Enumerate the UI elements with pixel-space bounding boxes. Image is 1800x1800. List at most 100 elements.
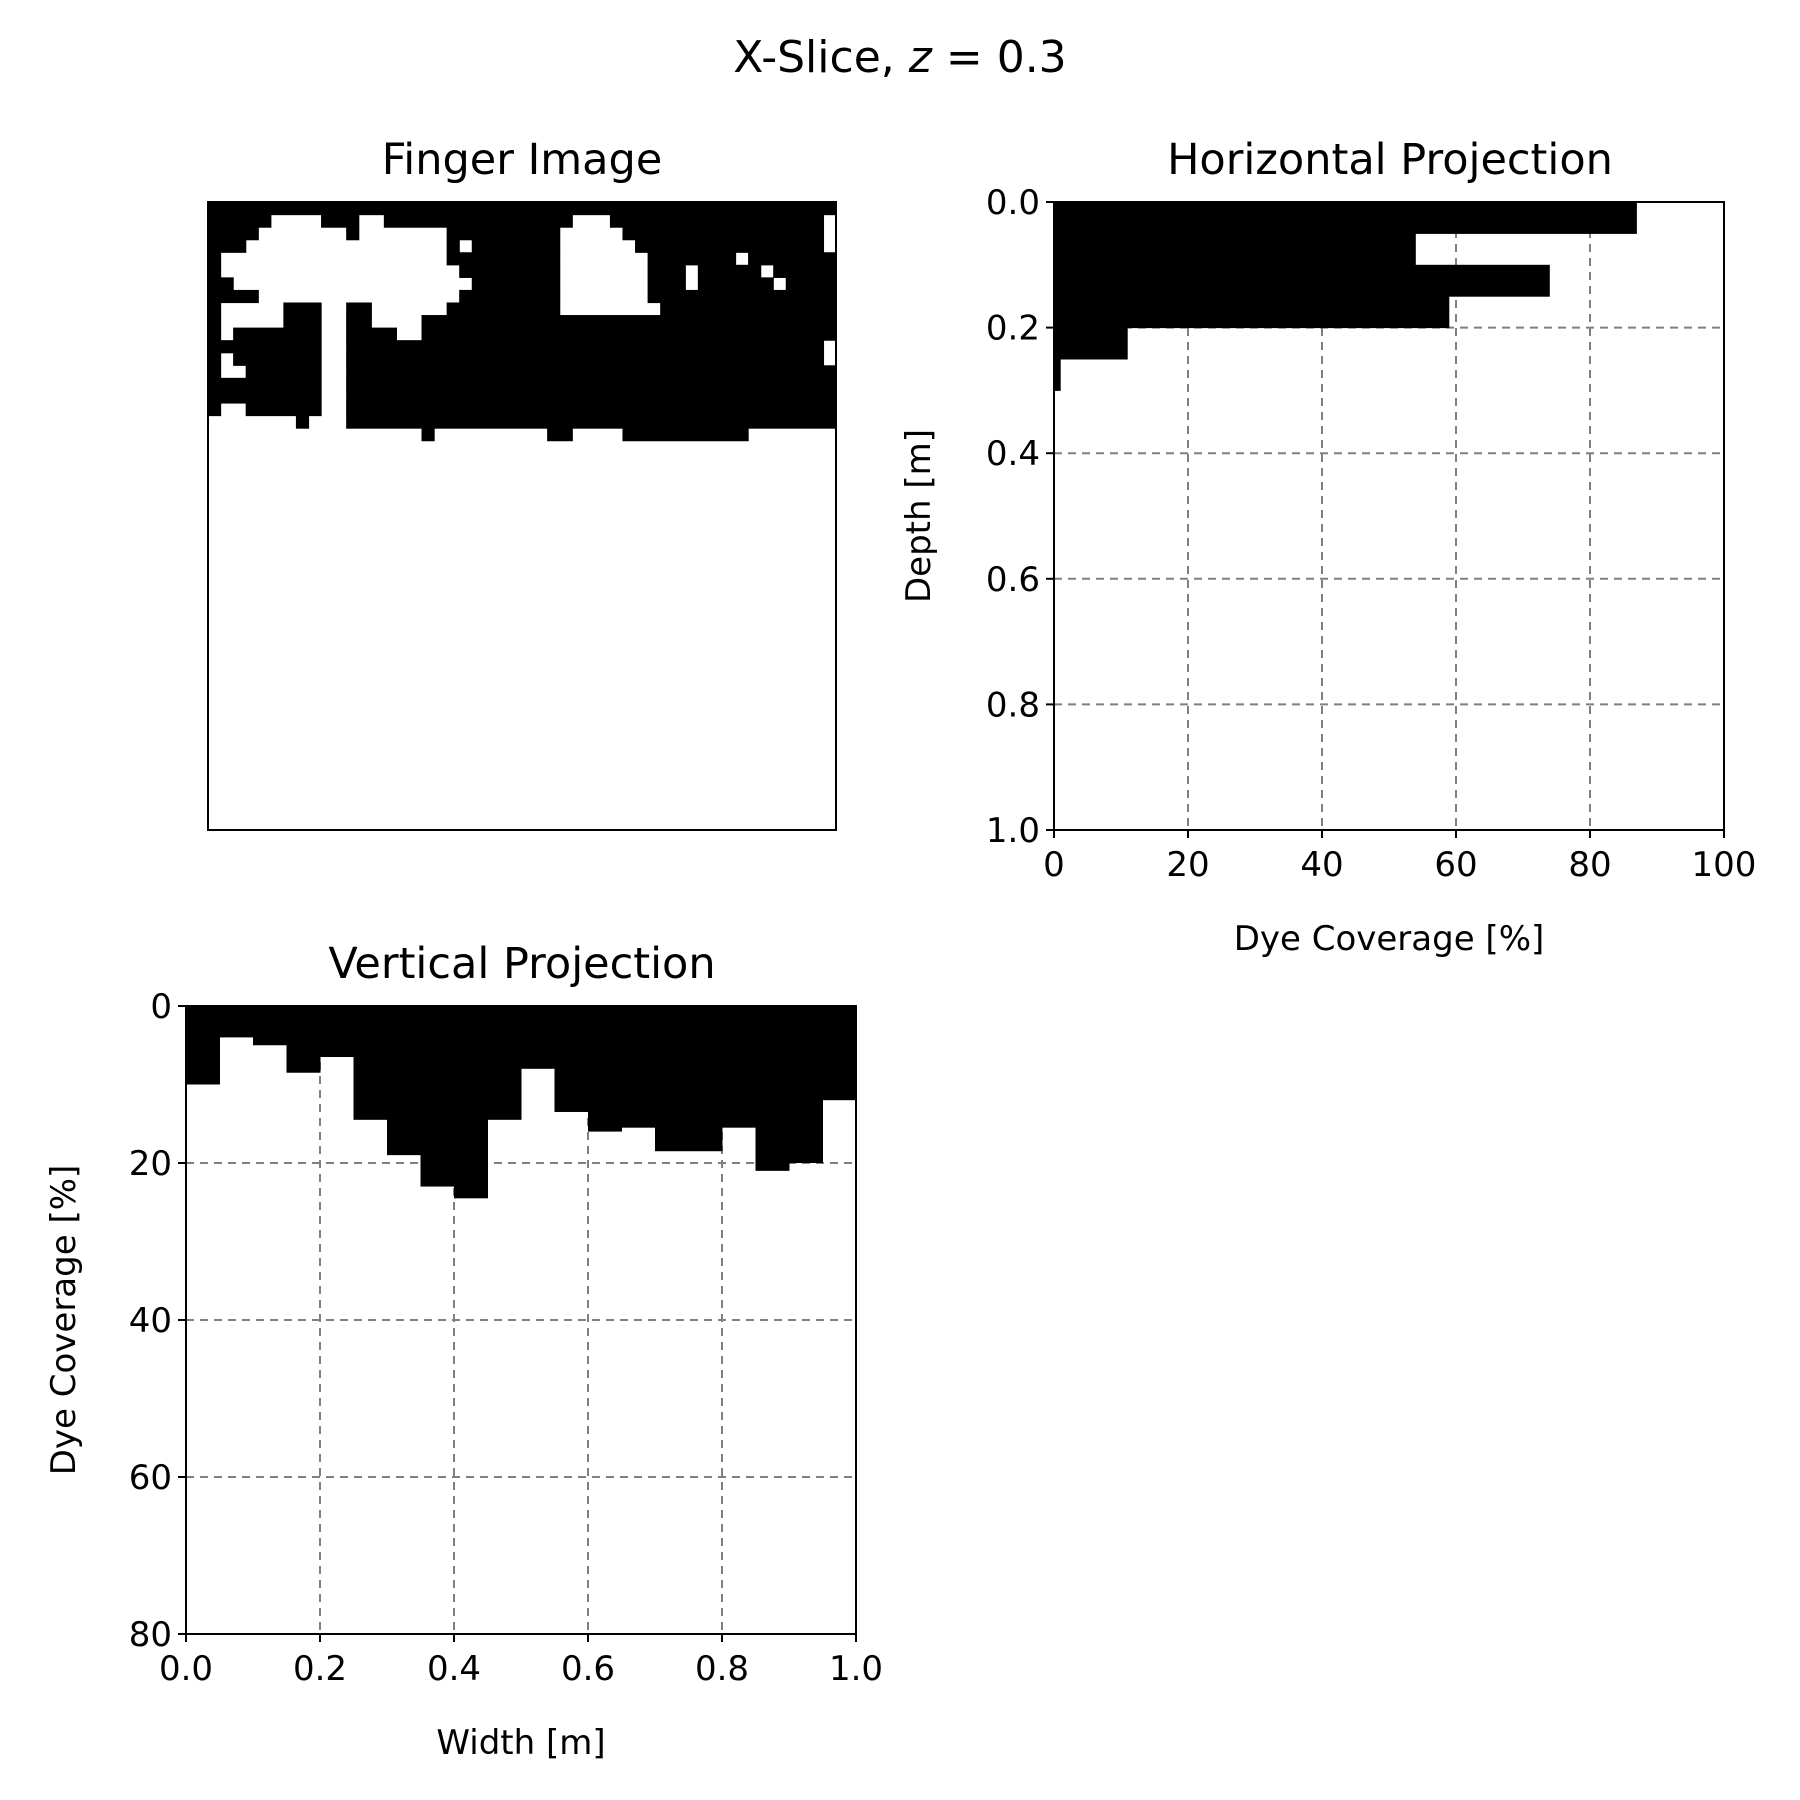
finger-dye-cell <box>346 340 825 354</box>
finger-dye-cell <box>245 365 322 379</box>
finger-dye-cell <box>208 239 247 253</box>
finger-dye-cell <box>609 214 825 228</box>
finger-dye-cell <box>208 214 272 228</box>
hproj-bar <box>1054 327 1128 360</box>
hproj-bar <box>1054 202 1637 234</box>
finger-dye-cell <box>647 252 737 266</box>
horizontal-projection-x-ticks: 0 20 40 60 80 100 <box>1043 830 1756 885</box>
finger-dye-cell <box>283 315 322 329</box>
finger-dye-cell <box>346 227 360 241</box>
hproj-x-tick-label: 60 <box>1434 845 1477 885</box>
finger-dye-cell <box>635 239 825 253</box>
vproj-bar <box>454 1006 488 1199</box>
finger-dye-cell <box>660 302 837 316</box>
finger-dye-cell <box>346 402 837 417</box>
hproj-x-tick-label: 100 <box>1692 845 1757 885</box>
vproj-bar <box>554 1006 589 1112</box>
finger-dye-cell <box>459 289 561 304</box>
vproj-bar <box>487 1006 522 1120</box>
vproj-bar <box>822 1006 857 1101</box>
hproj-y-tick-label: 0.8 <box>986 685 1040 725</box>
finger-dye-cell <box>446 302 561 316</box>
finger-dye-cell <box>471 239 561 253</box>
vproj-bar <box>420 1006 455 1187</box>
hproj-bar <box>1054 264 1550 297</box>
finger-dye-cell <box>208 302 222 316</box>
finger-dye-cell <box>346 302 372 316</box>
vproj-bar <box>186 1006 220 1085</box>
finger-dye-cell <box>208 227 259 241</box>
finger-dye-cell <box>346 315 372 329</box>
finger-dye-cell <box>346 415 837 429</box>
finger-dye-cell <box>346 327 397 341</box>
finger-dye-cell <box>233 327 322 341</box>
finger-dye-cell <box>208 277 234 291</box>
horizontal-projection-xlabel: Dye Coverage [%] <box>1234 919 1545 959</box>
vproj-bar <box>219 1006 254 1038</box>
finger-dye-cell <box>208 327 222 341</box>
vproj-x-tick-label: 0.0 <box>159 1649 213 1689</box>
finger-dye-cell <box>446 252 561 266</box>
finger-dye-cell <box>622 227 825 241</box>
horizontal-projection-frame <box>1053 201 1725 831</box>
hproj-y-tick-label: 0.6 <box>986 560 1040 600</box>
vproj-x-tick-label: 0.4 <box>427 1649 481 1689</box>
vproj-bar <box>755 1006 790 1171</box>
vproj-bar <box>521 1006 555 1069</box>
finger-dye-cell <box>773 264 837 278</box>
finger-dye-cell <box>208 365 222 379</box>
vertical-projection-panel: Vertical Projection 0.0 0.2 0.4 0.6 0.8 1.0 0… <box>44 939 883 1763</box>
vproj-bar <box>286 1006 321 1073</box>
finger-dye-cell <box>208 315 222 329</box>
finger-image-title: Finger Image <box>382 135 663 185</box>
vproj-y-tick-label: 80 <box>129 1615 172 1655</box>
hproj-x-tick-label: 0 <box>1043 845 1065 885</box>
hproj-y-tick-label: 0.2 <box>986 309 1040 349</box>
vproj-bar <box>722 1006 756 1128</box>
vertical-projection-bars <box>186 1006 857 1199</box>
vproj-bar <box>320 1006 354 1058</box>
hproj-bar <box>1054 296 1450 329</box>
vproj-bar <box>789 1006 823 1163</box>
vproj-bar <box>387 1006 421 1156</box>
finger-dye-cell <box>208 264 222 278</box>
finger-dye-cell <box>346 377 837 391</box>
finger-dye-cell <box>346 365 837 379</box>
vproj-bar <box>353 1006 388 1120</box>
finger-dye-cell <box>697 277 774 291</box>
finger-dye-cell <box>208 202 837 216</box>
finger-dye-cell <box>471 277 561 291</box>
hproj-x-tick-label: 40 <box>1300 845 1343 885</box>
finger-dye-cell <box>421 428 435 442</box>
figure-suptitle: X-Slice, z = 0.3 <box>733 32 1066 83</box>
vproj-y-tick-label: 0 <box>150 987 172 1027</box>
finger-dye-cell <box>346 390 837 404</box>
finger-dye-cell <box>647 277 686 291</box>
finger-dye-cell <box>785 277 837 291</box>
vproj-bar <box>688 1006 723 1152</box>
horizontal-projection-title: Horizontal Projection <box>1167 135 1613 185</box>
finger-image-panel: Finger Image <box>207 135 837 831</box>
finger-dye-cell <box>421 315 837 329</box>
vproj-bar <box>253 1006 287 1046</box>
finger-dye-cell <box>446 239 460 253</box>
horizontal-projection-ylabel: Depth [m] <box>899 429 939 603</box>
finger-dye-cell <box>421 327 837 341</box>
vproj-bar <box>621 1006 656 1128</box>
hproj-y-tick-label: 1.0 <box>986 811 1040 851</box>
vproj-x-tick-label: 0.6 <box>561 1649 615 1689</box>
finger-dye-cell <box>245 402 322 417</box>
finger-dye-cell <box>208 377 322 391</box>
horizontal-projection-panel: Horizontal Projection 0 20 40 60 80 100 0.00.… <box>899 135 1756 959</box>
finger-dye-cell <box>208 352 222 366</box>
finger-dye-cell <box>208 402 222 417</box>
finger-dye-cell <box>208 289 259 304</box>
hproj-y-tick-label: 0.4 <box>986 434 1040 474</box>
vproj-y-tick-label: 60 <box>129 1458 172 1498</box>
finger-dye-cell <box>208 390 322 404</box>
vertical-projection-y-ticks: 0 20 40 60 80 <box>129 987 186 1655</box>
vproj-x-tick-label: 0.2 <box>293 1649 347 1689</box>
finger-dye-cell <box>295 415 310 429</box>
finger-dye-cell <box>748 252 837 266</box>
finger-dye-cell <box>446 227 561 241</box>
